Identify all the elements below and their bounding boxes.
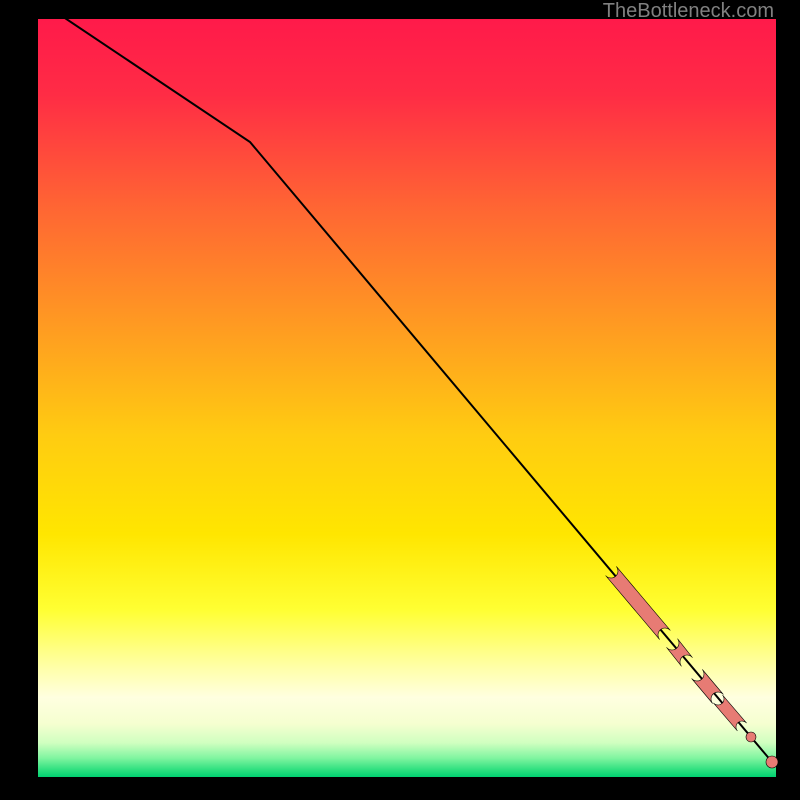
- chart-canvas: [0, 0, 800, 800]
- plot-background: [38, 19, 776, 777]
- marker-dot: [746, 732, 756, 742]
- chart-frame: TheBottleneck.com: [0, 0, 800, 800]
- marker-dot: [766, 756, 778, 768]
- watermark-text: TheBottleneck.com: [603, 0, 774, 23]
